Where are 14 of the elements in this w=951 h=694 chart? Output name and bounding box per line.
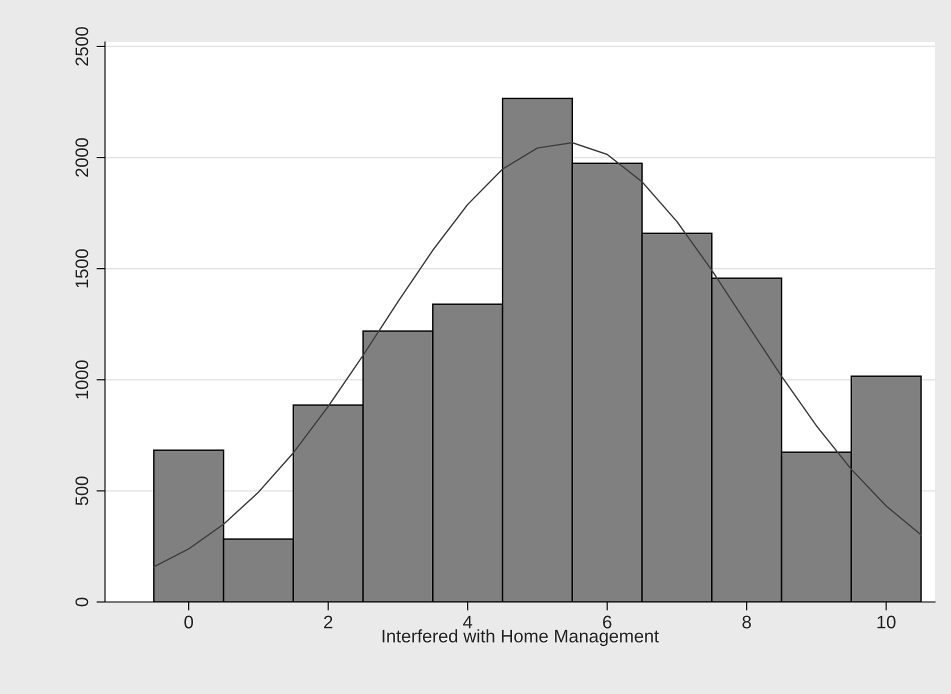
x-tick-label: 6 bbox=[603, 616, 612, 628]
x-tick-label: 8 bbox=[742, 616, 751, 628]
x-tick-label: 10 bbox=[878, 616, 896, 628]
y-tick-label: 2000 bbox=[75, 138, 88, 177]
x-tick-label: 2 bbox=[324, 616, 332, 628]
y-tick-label: 0 bbox=[75, 598, 88, 606]
y-tick-label: 2500 bbox=[75, 27, 88, 66]
y-tick-label: 1500 bbox=[75, 249, 88, 288]
x-tick-label: 0 bbox=[184, 616, 194, 628]
y-tick-label: 1000 bbox=[75, 360, 88, 398]
y-tick-label: 500 bbox=[75, 476, 88, 506]
x-axis-title: Interfered with Home Management bbox=[382, 629, 659, 646]
line-series bbox=[153, 142, 922, 568]
x-tick-label: 4 bbox=[463, 616, 472, 628]
